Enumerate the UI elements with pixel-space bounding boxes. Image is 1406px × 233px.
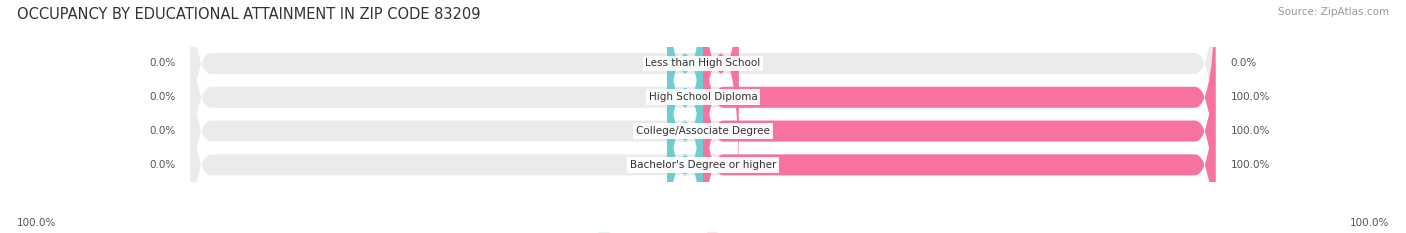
FancyBboxPatch shape: [666, 0, 703, 222]
FancyBboxPatch shape: [666, 40, 703, 233]
Text: High School Diploma: High School Diploma: [648, 92, 758, 102]
Text: Source: ZipAtlas.com: Source: ZipAtlas.com: [1278, 7, 1389, 17]
Text: Less than High School: Less than High School: [645, 58, 761, 69]
FancyBboxPatch shape: [191, 40, 1215, 233]
Text: OCCUPANCY BY EDUCATIONAL ATTAINMENT IN ZIP CODE 83209: OCCUPANCY BY EDUCATIONAL ATTAINMENT IN Z…: [17, 7, 481, 22]
Text: 0.0%: 0.0%: [149, 126, 176, 136]
FancyBboxPatch shape: [703, 6, 1215, 233]
Text: College/Associate Degree: College/Associate Degree: [636, 126, 770, 136]
FancyBboxPatch shape: [703, 0, 1215, 222]
Text: 0.0%: 0.0%: [149, 160, 176, 170]
FancyBboxPatch shape: [703, 40, 1215, 233]
FancyBboxPatch shape: [666, 0, 703, 188]
Legend: Owner-occupied, Renter-occupied: Owner-occupied, Renter-occupied: [595, 229, 811, 233]
FancyBboxPatch shape: [703, 0, 740, 188]
FancyBboxPatch shape: [666, 6, 703, 233]
Text: 0.0%: 0.0%: [1230, 58, 1257, 69]
FancyBboxPatch shape: [191, 0, 1215, 188]
Text: Bachelor's Degree or higher: Bachelor's Degree or higher: [630, 160, 776, 170]
Text: 100.0%: 100.0%: [17, 218, 56, 228]
Text: 100.0%: 100.0%: [1230, 92, 1270, 102]
Text: 0.0%: 0.0%: [149, 58, 176, 69]
Text: 100.0%: 100.0%: [1230, 126, 1270, 136]
FancyBboxPatch shape: [191, 6, 1215, 233]
Text: 100.0%: 100.0%: [1350, 218, 1389, 228]
Text: 100.0%: 100.0%: [1230, 160, 1270, 170]
Text: 0.0%: 0.0%: [149, 92, 176, 102]
FancyBboxPatch shape: [191, 0, 1215, 222]
